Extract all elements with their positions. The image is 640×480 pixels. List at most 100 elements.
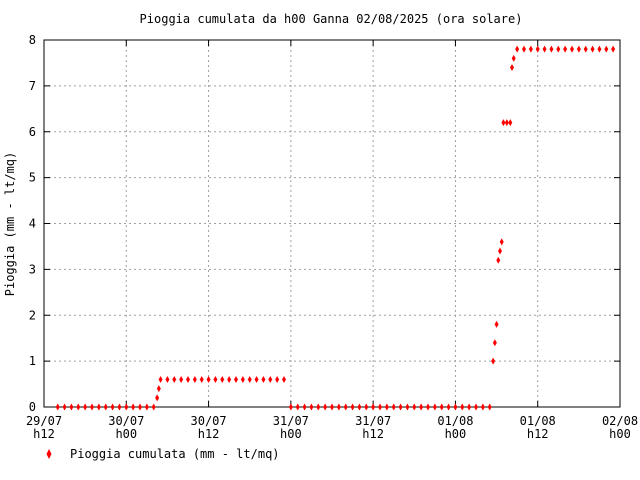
x-tick-hour: h12 — [33, 427, 55, 441]
data-point — [556, 45, 561, 53]
data-point — [494, 320, 499, 328]
data-point — [446, 403, 451, 411]
data-point — [261, 375, 266, 383]
data-point — [419, 403, 424, 411]
data-point — [510, 64, 514, 72]
data-point — [172, 375, 177, 383]
data-point — [508, 119, 513, 127]
data-point — [384, 403, 389, 411]
data-point — [336, 403, 341, 411]
data-point — [156, 385, 161, 393]
data-point — [391, 403, 396, 411]
data-point — [90, 403, 94, 411]
data-point — [282, 375, 286, 383]
data-point — [158, 375, 163, 383]
y-tick-label: 1 — [29, 354, 36, 368]
data-points — [55, 45, 616, 411]
data-point — [542, 45, 547, 53]
y-tick-label: 6 — [29, 125, 36, 139]
data-point — [179, 375, 184, 383]
data-point — [254, 375, 259, 383]
data-point — [426, 403, 430, 411]
data-point — [247, 375, 252, 383]
data-point — [480, 403, 485, 411]
y-axis-ticks: 0 1 2 3 4 5 6 7 8 — [29, 33, 620, 414]
data-point — [439, 403, 444, 411]
data-point — [350, 403, 355, 411]
data-point — [192, 375, 197, 383]
data-point — [302, 403, 307, 411]
x-tick-hour: h12 — [362, 427, 384, 441]
y-tick-label: 2 — [29, 308, 36, 322]
data-point — [343, 403, 348, 411]
legend: Pioggia cumulata (mm - lt/mq) — [46, 447, 280, 461]
data-point — [295, 403, 300, 411]
data-point — [583, 45, 588, 53]
data-point — [234, 375, 238, 383]
data-point — [504, 119, 509, 127]
data-point — [323, 403, 328, 411]
data-point — [492, 339, 497, 347]
data-point — [240, 375, 245, 383]
data-point — [499, 238, 504, 246]
legend-marker — [46, 449, 52, 459]
data-point — [62, 403, 67, 411]
x-axis-ticks: 29/07h1230/07h0030/07h1231/07h0031/07h12… — [26, 40, 638, 441]
data-point — [151, 403, 156, 411]
data-point — [398, 403, 403, 411]
y-tick-label: 3 — [29, 262, 36, 276]
data-point — [570, 45, 574, 53]
data-point — [563, 45, 568, 53]
y-gridlines — [44, 85, 620, 362]
y-tick-label: 8 — [29, 33, 36, 47]
data-point — [275, 375, 280, 383]
data-point — [432, 403, 437, 411]
data-point — [83, 403, 88, 411]
data-point — [378, 403, 382, 411]
data-point — [522, 45, 526, 53]
chart-title: Pioggia cumulata da h00 Ganna 02/08/2025… — [140, 12, 523, 26]
data-point — [364, 403, 369, 411]
x-tick-date: 02/08 — [602, 414, 638, 428]
data-point — [496, 256, 501, 264]
data-point — [76, 403, 81, 411]
data-point — [117, 403, 122, 411]
data-point — [138, 403, 142, 411]
data-point — [357, 403, 362, 411]
x-tick-hour: h00 — [280, 427, 302, 441]
y-tick-label: 4 — [29, 217, 36, 231]
x-tick-hour: h00 — [445, 427, 467, 441]
data-point — [131, 403, 136, 411]
data-point — [487, 403, 492, 411]
data-point — [155, 394, 160, 402]
data-point — [186, 375, 190, 383]
x-tick-hour: h00 — [609, 427, 631, 441]
data-point — [309, 403, 314, 411]
data-point — [206, 375, 211, 383]
data-point — [110, 403, 115, 411]
data-point — [124, 403, 129, 411]
x-tick-date: 30/07 — [108, 414, 144, 428]
data-point — [227, 375, 232, 383]
data-point — [511, 54, 516, 62]
x-tick-date: 29/07 — [26, 414, 62, 428]
data-point — [491, 357, 496, 365]
data-point — [498, 247, 502, 255]
data-point — [576, 45, 581, 53]
data-point — [549, 45, 554, 53]
data-point — [144, 403, 149, 411]
data-point — [590, 45, 595, 53]
y-tick-label: 5 — [29, 171, 36, 185]
data-point — [96, 403, 101, 411]
data-point — [501, 119, 506, 127]
data-point — [467, 403, 472, 411]
data-point — [371, 403, 376, 411]
data-point — [405, 403, 410, 411]
data-point — [611, 45, 616, 53]
y-axis-label: Pioggia (mm - lt/mq) — [3, 152, 17, 297]
data-point — [528, 45, 533, 53]
x-tick-hour: h00 — [115, 427, 137, 441]
x-tick-hour: h12 — [198, 427, 220, 441]
data-point — [474, 403, 478, 411]
